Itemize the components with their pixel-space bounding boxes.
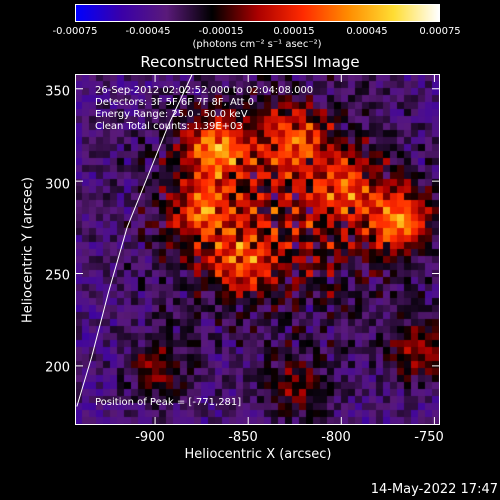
colorbar (75, 4, 440, 22)
colorbar-tick: 0.00015 (273, 26, 315, 37)
x-axis-label: Heliocentric X (arcsec) (184, 447, 332, 462)
chart-title: Reconstructed RHESSI Image (140, 53, 360, 71)
colorbar-tick: 0.00075 (419, 26, 461, 37)
colorbar-unit-label: (photons cm⁻² s⁻¹ asec⁻²) (192, 39, 322, 50)
heatmap-image (75, 74, 440, 425)
annotation-time-range: 26-Sep-2012 02:02:52.000 to 02:04:08.000 (95, 85, 314, 96)
x-tick-label: -900 (135, 430, 165, 445)
annotation-peak-position: Position of Peak = [-771,281] (95, 397, 242, 408)
annotation-algorithm: Clean Total counts: 1.39E+03 (95, 121, 243, 132)
annotation-detectors: Detectors: 3F 5F 6F 7F 8F, Att 0 (95, 97, 255, 108)
colorbar-tick: -0.00015 (198, 26, 244, 37)
y-tick-label: 300 (45, 177, 70, 193)
x-tick-label: -850 (228, 430, 258, 445)
plot-border (75, 74, 440, 425)
colorbar-tick: 0.00045 (346, 26, 388, 37)
y-tick-label: 350 (45, 84, 70, 100)
x-tick-label: -800 (321, 430, 351, 445)
annotation-energy-range: Energy Range: 25.0 - 50.0 keV (95, 109, 248, 120)
colorbar-tick: -0.00075 (52, 26, 98, 37)
colorbar-tick: -0.00045 (125, 26, 171, 37)
x-tick-label: -750 (414, 430, 444, 445)
y-tick-label: 200 (45, 360, 70, 376)
plot-frame (75, 74, 440, 425)
datestamp: 14-May-2022 17:47 (370, 482, 498, 497)
y-axis-label: Heliocentric Y (arcsec) (20, 177, 36, 323)
solar-limb-line (76, 74, 193, 407)
y-tick-label: 250 (45, 268, 70, 284)
